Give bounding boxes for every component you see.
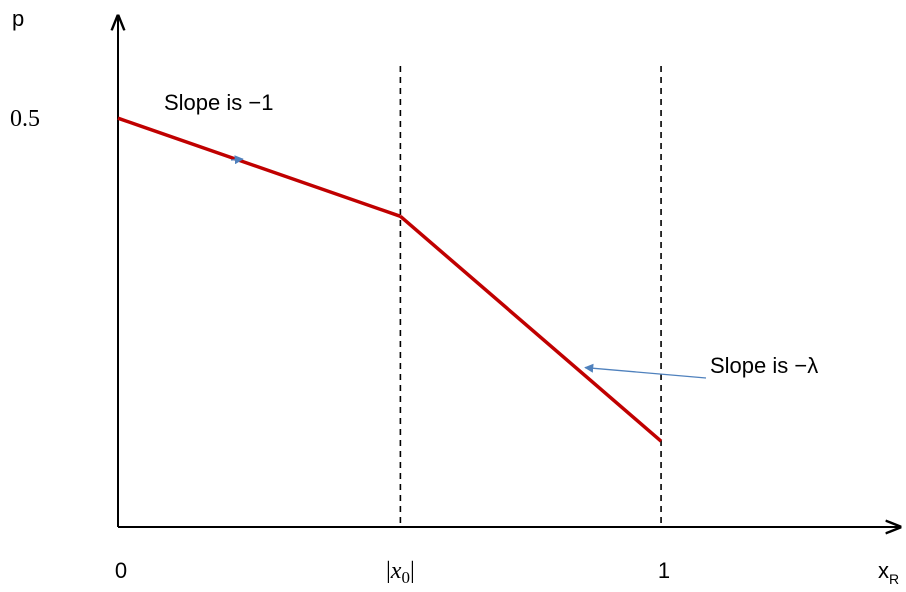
annotation-label: Slope is −1 <box>164 90 273 115</box>
x-tick-label: 0 <box>115 558 127 583</box>
series-segment <box>399 214 663 443</box>
x-axis-label-subscript: R <box>889 571 899 587</box>
annotation-label: Slope is −λ <box>710 353 818 378</box>
annotation-arrow <box>230 155 244 165</box>
y-axis-label: p <box>12 6 24 31</box>
annotations: Slope is −1 Slope is −λ <box>164 90 818 379</box>
x-axis-label: xR <box>878 558 899 587</box>
x-tick-label: 1 <box>658 558 670 583</box>
y-tick-label: 0.5 <box>10 106 40 132</box>
x-tick-label: |x0| <box>386 558 415 587</box>
tick-labels: 0 |x0| 1 0.5 <box>10 106 670 587</box>
reference-lines <box>399 66 662 527</box>
annotation-arrow <box>584 363 707 379</box>
series-segment <box>117 116 401 218</box>
series-layer <box>117 116 663 443</box>
